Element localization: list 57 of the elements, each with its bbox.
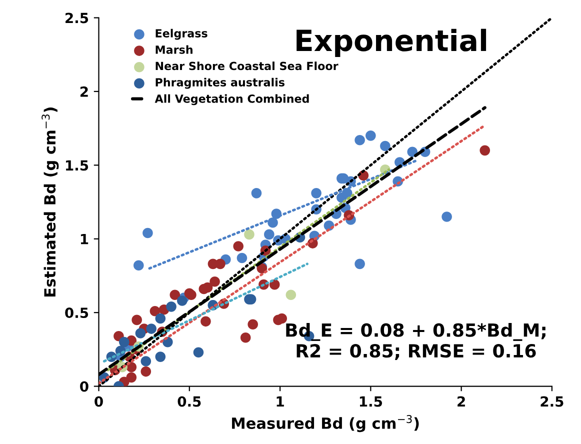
- x-tick-label: 1.5: [360, 396, 382, 407]
- y-axis-title: Estimated Bd (g cm$^{−3}$): [42, 108, 59, 296]
- point: [202, 282, 213, 293]
- point: [140, 366, 152, 377]
- point: [286, 290, 296, 300]
- y-tick-label: 1.5: [66, 160, 88, 171]
- point: [236, 252, 248, 264]
- point: [248, 319, 258, 330]
- point: [132, 314, 142, 326]
- point: [354, 134, 365, 146]
- point: [193, 347, 204, 358]
- x-tick-label: 2.5: [540, 396, 564, 407]
- point: [177, 296, 188, 306]
- y-tick-label: 1: [80, 234, 88, 244]
- legend-label: Eelgrass: [156, 28, 208, 40]
- point: [146, 324, 156, 334]
- point: [240, 332, 251, 343]
- chart-title: Exponential: [296, 28, 486, 58]
- x-tick-label: 0: [94, 396, 103, 407]
- point: [380, 140, 390, 152]
- point: [135, 328, 146, 338]
- point: [210, 276, 220, 287]
- y-tick-label: 2: [80, 86, 88, 97]
- point: [442, 212, 452, 222]
- point: [170, 290, 180, 300]
- point: [311, 188, 322, 198]
- y-tick-label: 0: [80, 381, 88, 392]
- point: [155, 352, 166, 362]
- point: [142, 228, 153, 238]
- point: [126, 372, 137, 383]
- point: [264, 229, 274, 240]
- point: [233, 241, 244, 252]
- point: [140, 356, 152, 366]
- point: [200, 316, 211, 327]
- point: [366, 130, 376, 141]
- point: [251, 188, 262, 198]
- x-axis-title: Measured Bd (g cm$^{−3}$): [232, 415, 419, 432]
- point: [134, 260, 144, 271]
- point: [273, 314, 284, 326]
- legend-label: Phragmites australis: [156, 78, 284, 89]
- legend-label: Marsh: [156, 45, 192, 54]
- legend-label: All Vegetation Combined: [154, 94, 309, 106]
- x-tick-label: 0.5: [178, 396, 201, 407]
- y-tick-label: 0.5: [65, 308, 88, 318]
- point: [215, 258, 226, 270]
- x-tick-label: 1: [276, 396, 284, 407]
- annotation: Bd_E = 0.08 + 0.85*Bd_M; R2 = 0.85; RMSE = 0.16: [286, 322, 546, 360]
- y-tick-label: 2.5: [66, 12, 88, 24]
- point: [150, 306, 160, 316]
- x-tick-label: 2: [458, 396, 465, 407]
- point: [155, 313, 166, 324]
- point: [166, 302, 176, 312]
- point: [354, 258, 365, 270]
- point: [480, 145, 490, 156]
- legend-label: Near Shore Coastal Sea Floor: [156, 62, 338, 70]
- point: [119, 336, 130, 348]
- point: [244, 229, 254, 240]
